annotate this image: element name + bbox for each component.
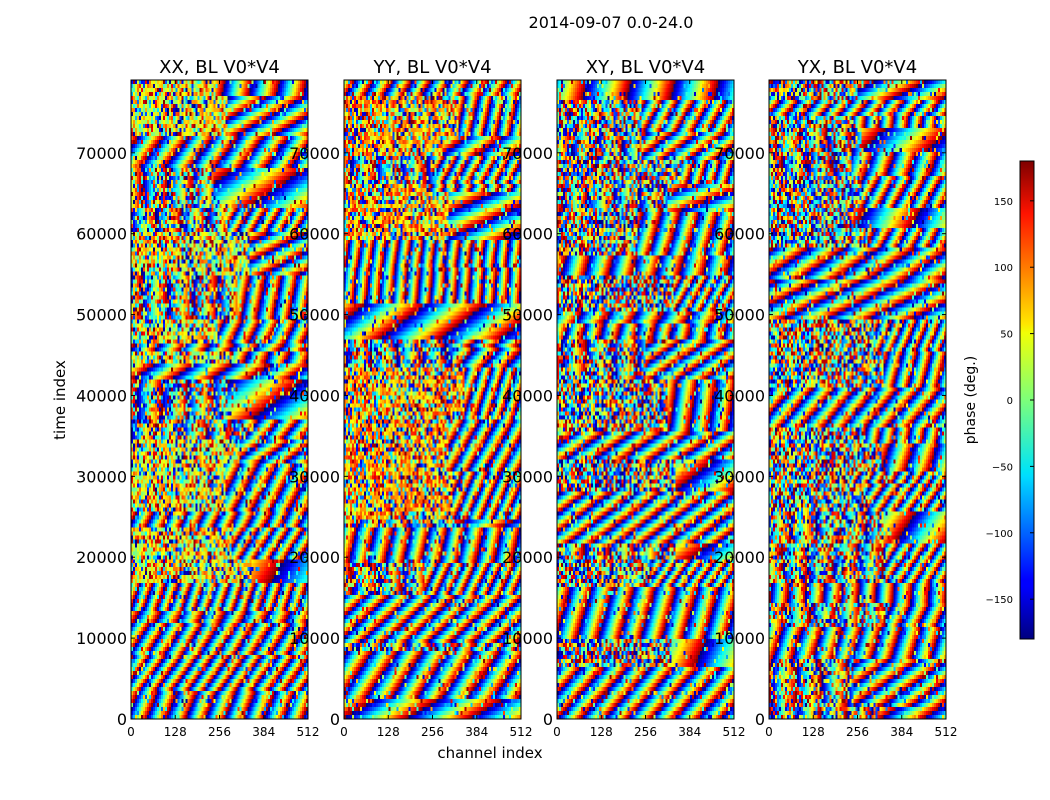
panel-2: XY, BL V0*V4 0 128 256 384 512 0 10000 20000 3000…	[502, 57, 745, 739]
y-tick-label: 20000	[289, 548, 340, 567]
y-tick-label: 40000	[76, 386, 127, 405]
x-tick-label: 0	[765, 725, 773, 739]
x-tick-label: 512	[935, 725, 958, 739]
x-tick-label: 128	[802, 725, 825, 739]
y-tick-label: 60000	[714, 225, 765, 244]
x-tick-label: 384	[465, 725, 488, 739]
colorbar-tick-label: 150	[994, 197, 1013, 208]
panel-1: YY, BL V0*V4 0 128 256 384 512 0 10000 20000 3000…	[289, 57, 532, 739]
y-axis-label: time index	[51, 360, 69, 440]
y-tick-label: 40000	[502, 386, 553, 405]
colorbar-tick-label: −100	[986, 529, 1013, 540]
y-tick-label: 70000	[289, 144, 340, 163]
panel-title: YX, BL V0*V4	[797, 57, 917, 78]
y-tick-label: 0	[755, 710, 765, 729]
y-tick-label: 10000	[76, 629, 127, 648]
x-tick-label: 256	[421, 725, 444, 739]
x-tick-label: 512	[723, 725, 746, 739]
panel-title: YY, BL V0*V4	[372, 57, 491, 78]
panel-title: XX, BL V0*V4	[159, 57, 280, 78]
x-tick-label: 256	[208, 725, 231, 739]
y-tick-label: 10000	[289, 629, 340, 648]
colorbar-tick-label: −50	[992, 462, 1013, 473]
colorbar-ticks: 150 100 50 0 −50 −100 −150	[986, 197, 1034, 606]
y-tick-label: 70000	[76, 144, 127, 163]
y-tick-label: 20000	[714, 548, 765, 567]
x-tick-label: 256	[634, 725, 657, 739]
colorbar-tick-label: 100	[994, 263, 1013, 274]
figure-title: 2014-09-07 0.0-24.0	[529, 13, 694, 32]
y-tick-label: 70000	[714, 144, 765, 163]
phase-image	[344, 80, 521, 719]
x-tick-label: 384	[890, 725, 913, 739]
y-tick-label: 10000	[714, 629, 765, 648]
phase-image	[557, 80, 734, 719]
y-tick-label: 70000	[502, 144, 553, 163]
y-tick-label: 30000	[502, 467, 553, 486]
colorbar-tick-label: −150	[986, 595, 1013, 606]
x-tick-label: 128	[164, 725, 187, 739]
x-axis-label: channel index	[437, 744, 542, 762]
phase-image	[131, 80, 308, 719]
y-tick-label: 0	[117, 710, 127, 729]
x-tick-label: 0	[553, 725, 561, 739]
y-tick-label: 20000	[76, 548, 127, 567]
y-tick-label: 50000	[714, 306, 765, 325]
x-tick-label: 0	[340, 725, 348, 739]
y-tick-label: 10000	[502, 629, 553, 648]
y-tick-label: 30000	[289, 467, 340, 486]
x-tick-label: 512	[297, 725, 320, 739]
panel-3: YX, BL V0*V4 0 128 256 384 512 0 10000 20000 3000…	[714, 57, 957, 739]
y-tick-label: 20000	[502, 548, 553, 567]
y-tick-label: 40000	[714, 386, 765, 405]
y-tick-label: 60000	[76, 225, 127, 244]
x-tick-label: 128	[377, 725, 400, 739]
y-tick-label: 60000	[289, 225, 340, 244]
panels-group: XX, BL V0*V4 0 128 256 384 512 0 10000 20000 3000…	[76, 57, 957, 739]
y-tick-label: 50000	[76, 306, 127, 325]
colorbar: 150 100 50 0 −50 −100 −150 phase (deg.)	[963, 160, 1035, 640]
y-tick-label: 50000	[502, 306, 553, 325]
y-tick-label: 40000	[289, 386, 340, 405]
x-tick-label: 384	[678, 725, 701, 739]
x-tick-label: 384	[252, 725, 275, 739]
colorbar-label: phase (deg.)	[963, 356, 979, 444]
panel-0: XX, BL V0*V4 0 128 256 384 512 0 10000 20000 3000…	[76, 57, 319, 739]
x-tick-label: 0	[127, 725, 135, 739]
x-tick-label: 128	[590, 725, 613, 739]
y-tick-label: 0	[543, 710, 553, 729]
x-tick-label: 256	[846, 725, 869, 739]
y-tick-label: 0	[330, 710, 340, 729]
x-tick-label: 512	[510, 725, 533, 739]
y-tick-label: 60000	[502, 225, 553, 244]
y-tick-label: 30000	[714, 467, 765, 486]
colorbar-tick-label: 0	[1007, 396, 1013, 407]
y-tick-label: 50000	[289, 306, 340, 325]
phase-image	[769, 80, 946, 719]
y-tick-label: 30000	[76, 467, 127, 486]
colorbar-tick-label: 50	[1000, 330, 1013, 341]
panel-title: XY, BL V0*V4	[586, 57, 705, 78]
